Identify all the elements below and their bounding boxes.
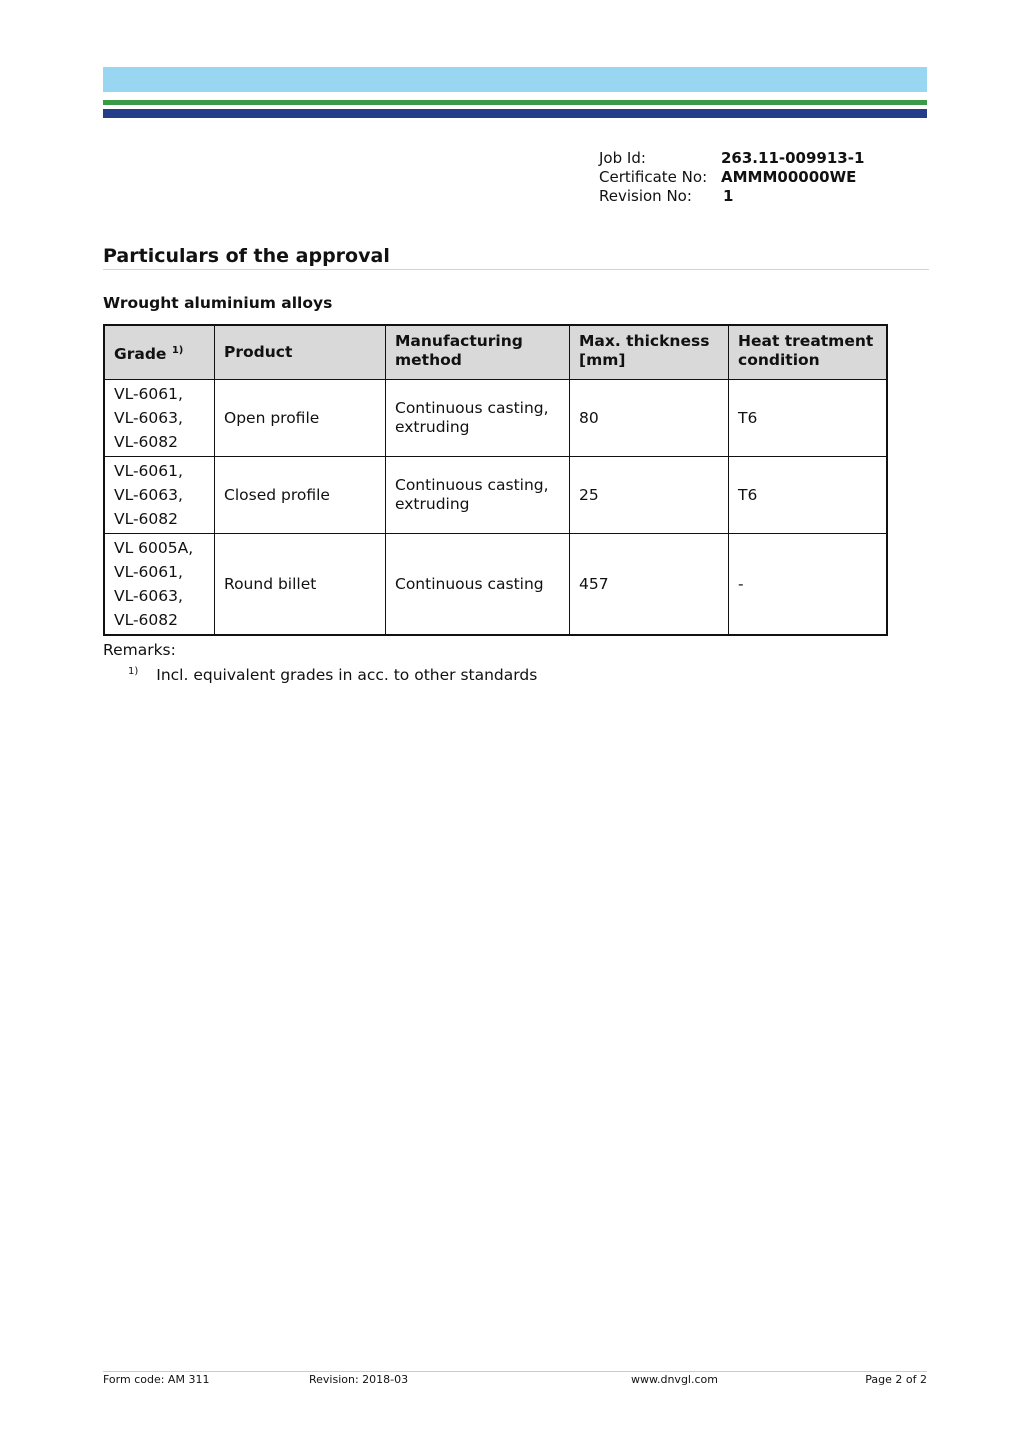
title-divider <box>103 269 929 270</box>
table-row: VL-6061, VL-6063, VL-6082 Closed profile C… <box>103 456 888 534</box>
page-number: Page 2 of 2 <box>865 1373 927 1386</box>
job-id-label: Job Id: <box>599 149 646 167</box>
cell-thickness: 457 <box>569 533 729 636</box>
cell-heat-treatment: T6 <box>728 379 888 457</box>
cell-heat-treatment: T6 <box>728 456 888 534</box>
header-grade: Grade 1) <box>103 324 215 380</box>
cell-thickness: 25 <box>569 456 729 534</box>
certificate-meta: Job Id: 263.11-009913-1 Certificate No: AM… <box>599 149 864 206</box>
header-bar-green <box>103 100 927 105</box>
form-revision: Revision: 2018-03 <box>309 1373 409 1386</box>
cell-product: Round billet <box>214 533 386 636</box>
revision-no-label: Revision No: <box>599 187 692 205</box>
remarks-label: Remarks: <box>103 641 176 659</box>
remark-note: 1) Incl. equivalent grades in acc. to oth… <box>128 666 538 685</box>
cell-product: Open profile <box>214 379 386 457</box>
cell-method: Continuous casting <box>385 533 570 636</box>
cell-grade: VL 6005A, VL-6061, VL-6063, VL-6082 <box>103 533 215 636</box>
website-link[interactable]: www.dnvgl.com <box>631 1373 718 1386</box>
header-bar-light-blue <box>103 67 927 92</box>
certificate-no-label: Certificate No: <box>599 168 708 186</box>
table-row: VL 6005A, VL-6061, VL-6063, VL-6082 Round… <box>103 533 888 636</box>
cell-product: Closed profile <box>214 456 386 534</box>
header-thickness: Max. thickness [mm] <box>569 324 729 380</box>
cell-heat-treatment: - <box>728 533 888 636</box>
header-method: Manufacturing method <box>385 324 570 380</box>
footer-divider <box>103 1371 927 1372</box>
page-title: Particulars of the approval <box>103 245 390 267</box>
section-subtitle: Wrought aluminium alloys <box>103 294 333 312</box>
cell-grade: VL-6061, VL-6063, VL-6082 <box>103 456 215 534</box>
job-id-value: 263.11-009913-1 <box>721 149 865 167</box>
header-heat-treatment: Heat treatment condition <box>728 324 888 380</box>
form-code: Form code: AM 311 <box>103 1373 210 1386</box>
certificate-no-value: AMMM00000WE <box>721 168 857 186</box>
header-bar-navy <box>103 109 927 118</box>
cell-method: Continuous casting, extruding <box>385 379 570 457</box>
header-product: Product <box>214 324 386 380</box>
revision-no-value: 1 <box>723 187 734 205</box>
cell-grade: VL-6061, VL-6063, VL-6082 <box>103 379 215 457</box>
approval-table: Grade 1) Product Manufacturing method Ma… <box>103 324 888 636</box>
cell-thickness: 80 <box>569 379 729 457</box>
table-row: VL-6061, VL-6063, VL-6082 Open profile Con… <box>103 379 888 457</box>
cell-method: Continuous casting, extruding <box>385 456 570 534</box>
